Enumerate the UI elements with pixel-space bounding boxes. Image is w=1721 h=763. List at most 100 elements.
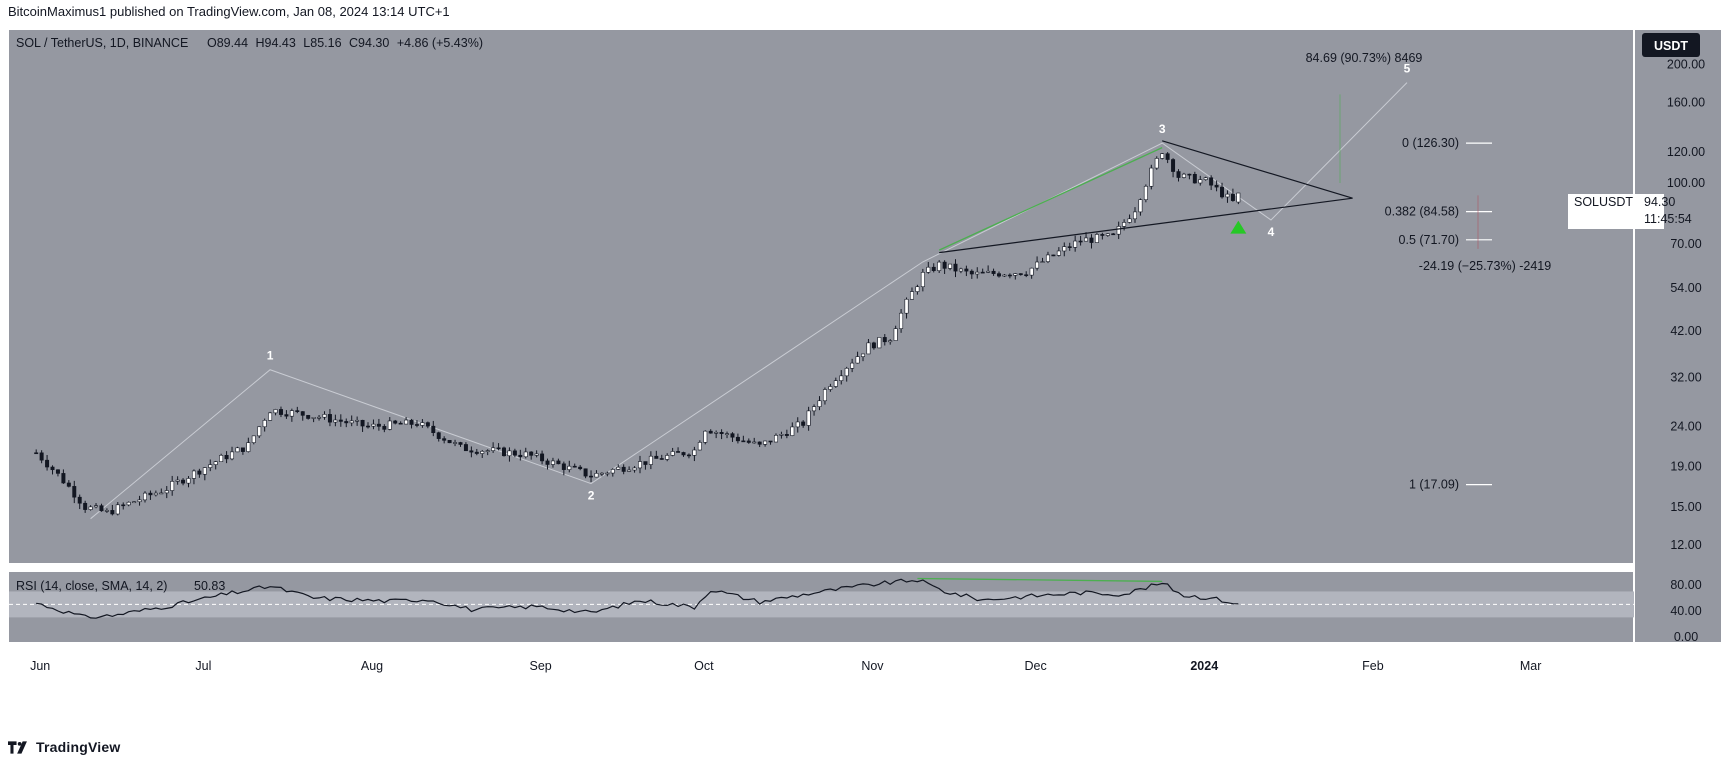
candle-body [844, 367, 849, 377]
candle-body [1089, 237, 1094, 243]
candle-body [545, 460, 550, 465]
candle-body [594, 473, 599, 478]
candle-body [1165, 153, 1170, 160]
change-value: +4.86 (+5.43%) [397, 36, 483, 50]
candle-body [1111, 233, 1116, 236]
candle-body [1013, 273, 1018, 276]
candle-body [420, 422, 425, 426]
fib-level-label-2: 0.5 (71.70) [1399, 233, 1459, 247]
price-axis-tick-6: 42.00 [1670, 324, 1701, 338]
candle-body [480, 451, 485, 454]
symbol-legend-title: SOL / TetherUS, 1D, BINANCE [16, 36, 188, 50]
candle-body [529, 451, 534, 456]
candle-body [986, 270, 991, 273]
candle-body [175, 479, 180, 482]
candle-body [550, 460, 555, 465]
measure-up-label: 84.69 (90.73%) 8469 [1306, 51, 1423, 65]
candle-body [1149, 167, 1154, 187]
rsi-legend-value: 50.83 [194, 579, 225, 593]
candle-body [39, 452, 44, 461]
candle-body [1171, 159, 1176, 172]
candle-body [692, 449, 697, 456]
candle-body [1187, 173, 1192, 176]
rsi-axis-tick-0: 80.00 [1670, 578, 1701, 592]
wave-label-4: 4 [1268, 225, 1275, 239]
candle-body [1051, 254, 1056, 257]
candle-body [425, 422, 430, 427]
candle-body [757, 441, 762, 445]
price-tag [1568, 194, 1664, 229]
candle-body [327, 414, 332, 423]
price-axis-tick-2: 120.00 [1667, 145, 1705, 159]
candle-body [453, 442, 458, 444]
candle-body [909, 291, 914, 300]
elliott-wave-path [90, 82, 1408, 520]
candle-body [398, 422, 403, 425]
price-pane-bg [9, 30, 1634, 563]
candle-body [431, 425, 436, 434]
candle-body [1094, 234, 1099, 243]
candle-body [719, 432, 724, 434]
candle-body [882, 337, 887, 343]
candle-body [763, 440, 768, 445]
candle-body [648, 455, 653, 465]
candle-body [556, 460, 561, 465]
price-tag-symbol: SOLUSDT [1574, 195, 1633, 209]
candle-body [72, 486, 77, 498]
candle-body [1143, 185, 1148, 200]
candle-body [1078, 240, 1083, 243]
candle-body [88, 506, 93, 510]
wave-label-1: 1 [267, 349, 274, 363]
low-label: L [303, 36, 310, 50]
candle-body [153, 492, 158, 496]
chart-canvas[interactable]: 1 2 3 4 5 0 (126.30) 0.382 (84.58) 0.5 (71.70) 1… [0, 24, 1721, 731]
candle-body [289, 410, 294, 417]
candle-body [257, 426, 262, 437]
candle-body [855, 356, 860, 364]
candle-body [616, 466, 621, 470]
candle-body [1203, 177, 1208, 180]
candle-body [599, 472, 604, 475]
ohlc-legend: O89.44 H94.43 L85.16 C94.30 +4.86 (+5.43… [207, 36, 483, 50]
candle-body [975, 271, 980, 275]
candle-body [469, 450, 474, 453]
candle-body [235, 447, 240, 453]
candle-body [208, 464, 213, 468]
rsi-divergence-line [917, 577, 1163, 583]
candle-body [66, 482, 71, 487]
rsi-axis-tick-2: 0.00 [1674, 630, 1698, 644]
candle-body [861, 353, 866, 357]
candle-body [773, 434, 778, 443]
candle-body [866, 342, 871, 355]
candle-body [931, 266, 936, 271]
rsi-axis-tick-1: 40.00 [1670, 604, 1701, 618]
low-value: 85.16 [310, 36, 341, 50]
candle-body [670, 451, 675, 456]
candle-body [638, 461, 642, 469]
candle-body [632, 467, 637, 471]
candle-body [676, 451, 681, 453]
candle-body [191, 470, 196, 479]
high-label: H [256, 36, 265, 50]
candle-body [447, 439, 452, 444]
candle-body [458, 442, 463, 445]
candle-body [697, 442, 702, 451]
candle-body [958, 268, 963, 272]
candle-body [278, 409, 283, 415]
candle-body [1214, 184, 1219, 188]
fib-level-label-0: 0 (126.30) [1402, 136, 1459, 150]
candle-body [567, 465, 572, 470]
candle-body [1084, 237, 1089, 242]
candle-body [1073, 240, 1078, 248]
candle-body [344, 421, 349, 424]
candle-body [349, 420, 354, 424]
candle-body [99, 505, 104, 512]
candle-body [850, 362, 855, 369]
candle-body [284, 414, 289, 417]
candle-body [1045, 254, 1050, 262]
candle-body [790, 426, 795, 436]
candle-body [795, 421, 800, 428]
candle-body [572, 465, 577, 468]
currency-button[interactable] [1642, 33, 1700, 57]
candle-body [828, 386, 833, 390]
